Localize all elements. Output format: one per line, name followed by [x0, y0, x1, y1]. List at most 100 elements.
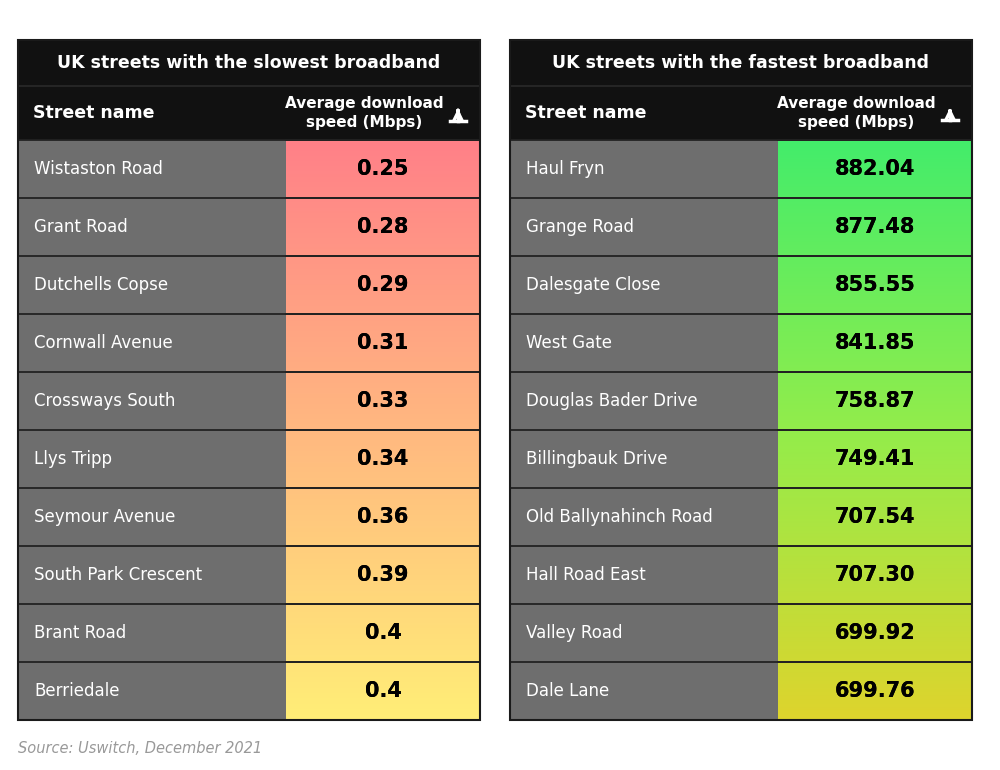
Text: 699.92: 699.92 [835, 623, 915, 643]
Bar [18, 140, 286, 198]
Bar [18, 314, 286, 372]
Text: Douglas Bader Drive: Douglas Bader Drive [526, 392, 698, 410]
Text: 0.34: 0.34 [357, 449, 409, 469]
Bar [286, 604, 480, 662]
Text: 707.54: 707.54 [835, 507, 915, 527]
Bar [510, 256, 778, 314]
Bar [778, 430, 972, 488]
Text: Average download
speed (Mbps): Average download speed (Mbps) [777, 96, 935, 130]
Text: 758.87: 758.87 [835, 391, 915, 411]
Text: 841.85: 841.85 [835, 333, 915, 353]
Text: 877.48: 877.48 [835, 217, 915, 237]
Bar [286, 546, 480, 604]
Text: Berriedale: Berriedale [34, 682, 120, 700]
Bar [778, 198, 972, 256]
Text: 877.48: 877.48 [835, 217, 915, 237]
Text: 749.41: 749.41 [835, 449, 915, 469]
Text: South Park Crescent: South Park Crescent [34, 566, 202, 584]
Text: 0.33: 0.33 [357, 391, 409, 411]
Bar [510, 430, 778, 488]
Bar [18, 662, 286, 720]
Text: 0.39: 0.39 [357, 565, 409, 585]
Text: UK streets with the fastest broadband: UK streets with the fastest broadband [552, 54, 930, 72]
Bar [778, 662, 972, 720]
Bar [18, 546, 286, 604]
Text: 882.04: 882.04 [835, 159, 915, 179]
Bar [510, 604, 778, 662]
Text: 0.34: 0.34 [357, 449, 409, 469]
Text: Dutchells Copse: Dutchells Copse [34, 276, 168, 294]
Text: Seymour Avenue: Seymour Avenue [34, 508, 175, 526]
Bar [510, 86, 972, 140]
Bar [18, 86, 480, 140]
Bar [778, 546, 972, 604]
Text: 0.4: 0.4 [365, 623, 401, 643]
Text: Dalesgate Close: Dalesgate Close [526, 276, 660, 294]
Text: Valley Road: Valley Road [526, 624, 622, 642]
Bar [286, 430, 480, 488]
Bar [510, 314, 778, 372]
Text: 0.31: 0.31 [357, 333, 409, 353]
Bar [18, 604, 286, 662]
Text: Wistaston Road: Wistaston Road [34, 160, 163, 178]
Bar [510, 40, 972, 86]
Text: 0.4: 0.4 [365, 681, 401, 701]
Text: 758.87: 758.87 [835, 391, 915, 411]
Text: 855.55: 855.55 [835, 275, 915, 295]
Bar [18, 198, 286, 256]
Text: Average download
speed (Mbps): Average download speed (Mbps) [285, 96, 443, 130]
Bar [286, 198, 480, 256]
Text: 699.92: 699.92 [835, 623, 915, 643]
Bar [286, 372, 480, 430]
Text: 0.4: 0.4 [365, 623, 401, 643]
Text: Source: Uswitch, December 2021: Source: Uswitch, December 2021 [18, 741, 262, 756]
Text: Cornwall Avenue: Cornwall Avenue [34, 334, 173, 352]
Text: Billingbauk Drive: Billingbauk Drive [526, 450, 668, 468]
Bar [510, 140, 778, 198]
Text: 0.4: 0.4 [365, 681, 401, 701]
Text: Street name: Street name [525, 104, 646, 122]
Text: 0.36: 0.36 [357, 507, 409, 527]
Text: 882.04: 882.04 [835, 159, 915, 179]
Bar [510, 40, 972, 720]
Bar [778, 140, 972, 198]
Text: 707.30: 707.30 [835, 565, 915, 585]
Text: 0.33: 0.33 [357, 391, 409, 411]
Text: 699.76: 699.76 [835, 681, 915, 701]
Bar [286, 314, 480, 372]
Text: Hall Road East: Hall Road East [526, 566, 646, 584]
Bar [778, 372, 972, 430]
Bar [510, 488, 778, 546]
Bar [510, 662, 778, 720]
Text: 699.76: 699.76 [835, 681, 915, 701]
Text: Grant Road: Grant Road [34, 218, 128, 236]
Text: 0.39: 0.39 [357, 565, 409, 585]
Text: Dale Lane: Dale Lane [526, 682, 609, 700]
Text: 841.85: 841.85 [835, 333, 915, 353]
Text: UK streets with the slowest broadband: UK streets with the slowest broadband [57, 54, 441, 72]
Text: 0.25: 0.25 [357, 159, 409, 179]
Text: Llys Tripp: Llys Tripp [34, 450, 112, 468]
Bar [286, 256, 480, 314]
Text: 0.31: 0.31 [357, 333, 409, 353]
Text: 0.28: 0.28 [357, 217, 409, 237]
Bar [286, 140, 480, 198]
Bar [778, 314, 972, 372]
Text: 749.41: 749.41 [835, 449, 915, 469]
Text: 707.54: 707.54 [835, 507, 915, 527]
Bar [778, 488, 972, 546]
Text: Crossways South: Crossways South [34, 392, 175, 410]
Text: Grange Road: Grange Road [526, 218, 634, 236]
Text: 0.25: 0.25 [357, 159, 409, 179]
Text: Brant Road: Brant Road [34, 624, 126, 642]
Bar [18, 488, 286, 546]
Text: Street name: Street name [33, 104, 154, 122]
Text: 0.29: 0.29 [357, 275, 409, 295]
Text: 707.30: 707.30 [835, 565, 915, 585]
Text: 0.28: 0.28 [357, 217, 409, 237]
Bar [18, 40, 480, 86]
Bar [18, 372, 286, 430]
Text: 0.36: 0.36 [357, 507, 409, 527]
Bar [510, 372, 778, 430]
Text: Old Ballynahinch Road: Old Ballynahinch Road [526, 508, 713, 526]
